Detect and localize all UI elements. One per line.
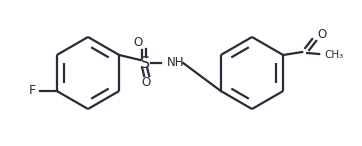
Text: O: O xyxy=(142,77,151,89)
Text: NH: NH xyxy=(167,57,185,69)
Text: F: F xyxy=(29,85,36,98)
Text: O: O xyxy=(134,36,143,49)
Text: O: O xyxy=(317,27,327,40)
Text: CH₃: CH₃ xyxy=(324,50,344,60)
Text: S: S xyxy=(140,55,150,71)
